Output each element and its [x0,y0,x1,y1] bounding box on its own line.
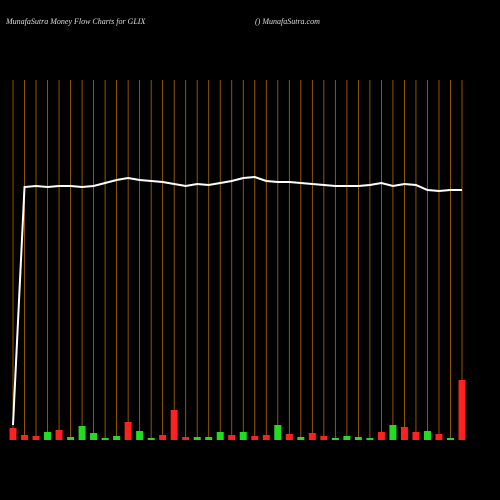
bar [170,410,178,440]
bar [101,438,109,440]
bar [182,437,190,440]
bar [458,380,466,440]
bar [377,432,385,440]
bar [354,437,362,440]
bar [193,437,201,440]
bar [446,438,454,440]
chart-subtitle: () MunafaSutra.com [255,17,320,26]
bar [205,437,213,440]
bar [331,438,339,440]
bar [159,435,167,440]
bar [32,436,40,440]
bar [435,434,443,440]
bar [55,430,63,440]
bar [251,436,259,440]
bar [297,437,305,440]
bar [320,436,328,440]
bar [78,426,86,440]
chart-title: MunafaSutra Money Flow Charts for GLIX [5,17,146,26]
bar [147,438,155,440]
bar [216,432,224,440]
flow-line [12,175,462,426]
bar [67,437,75,440]
bar [308,433,316,440]
bar [423,431,431,440]
bar [136,431,144,440]
bar [113,436,121,440]
bar [9,428,17,440]
bar [228,435,236,440]
bar [90,433,98,440]
bar [239,432,247,440]
bar [124,422,132,440]
bar [285,434,293,440]
bar [389,425,397,440]
bar [343,436,351,440]
bar [21,435,29,440]
bar [262,435,270,440]
bar [366,438,374,440]
bar [400,427,408,440]
bar [44,432,52,440]
bar [274,425,282,440]
bar [412,432,420,440]
